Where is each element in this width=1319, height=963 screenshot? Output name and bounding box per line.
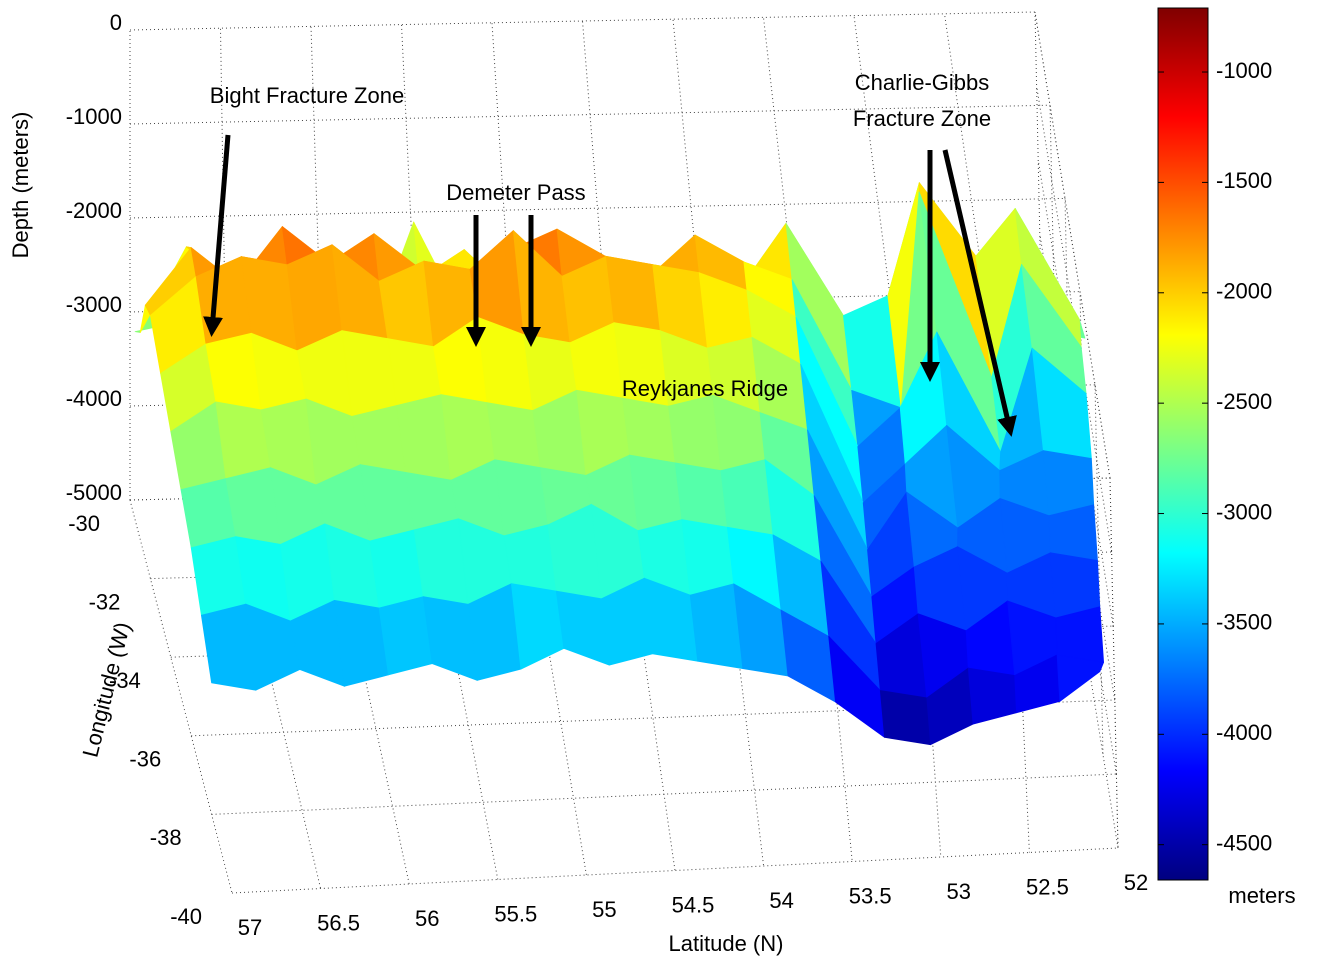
x-tick-label: 55 (592, 897, 616, 922)
surface-patch (503, 524, 557, 592)
annotation: Demeter Pass (446, 180, 585, 205)
z-tick-label: -4000 (66, 386, 122, 411)
colorbar-tick-label: -3500 (1216, 610, 1272, 635)
annotation: Reykjanes Ridge (622, 376, 788, 401)
surface-patch (720, 459, 774, 536)
surface-patch (605, 255, 661, 332)
surface-patch (387, 338, 442, 406)
surface-patch (351, 405, 407, 473)
colorbar-tick-label: -4000 (1216, 720, 1272, 745)
z-tick-label: -2000 (66, 198, 122, 223)
z-axis-label: Depth (meters) (8, 112, 33, 259)
grid-line (231, 847, 1119, 894)
grid-line (944, 13, 1013, 481)
y-tick-label: -36 (129, 747, 161, 772)
colorbar-tick-label: -2500 (1216, 389, 1272, 414)
grid-line (211, 773, 1117, 815)
colorbar-tick-label: -3000 (1216, 499, 1272, 524)
grid-line (227, 497, 322, 889)
grid-line (423, 493, 499, 880)
grid-line (913, 482, 942, 858)
surface-patch (629, 454, 683, 532)
y-tick-label: -34 (109, 668, 141, 693)
colorbar (1157, 7, 1209, 881)
y-tick-label: -32 (89, 589, 121, 614)
y-tick-label: -30 (68, 511, 100, 536)
surface-patch (681, 519, 735, 596)
x-tick-label: 56.5 (317, 910, 360, 935)
grid-line (1094, 384, 1104, 755)
surface-patch (879, 690, 931, 746)
grid-line (1109, 477, 1119, 849)
colorbar-tick-label: -1500 (1216, 168, 1272, 193)
x-tick-label: 57 (238, 915, 262, 940)
grid-line (1109, 477, 1119, 849)
x-tick-label: 55.5 (494, 901, 537, 926)
surface-patch (1056, 654, 1104, 702)
surface-patch (369, 529, 424, 609)
grid-line (853, 15, 915, 483)
grid-line (129, 104, 1051, 125)
x-tick-label: 53 (947, 879, 971, 904)
colorbar-tick-label: -4500 (1216, 830, 1272, 855)
x-tick-label: 56 (415, 906, 439, 931)
annotation-arrow (942, 149, 1017, 437)
surface-patch (967, 667, 1017, 725)
annotation: Bight Fracture Zone (210, 83, 404, 108)
y-tick-label: -38 (150, 825, 182, 850)
colorbar-label: meters (1228, 883, 1295, 908)
annotation: Charlie-Gibbs (855, 70, 990, 95)
surface-patch (510, 583, 565, 670)
z-tick-label: 0 (110, 10, 122, 35)
surface-patch (486, 402, 541, 469)
x-tick-label: 52 (1124, 870, 1148, 895)
annotation: Fracture Zone (853, 106, 991, 131)
surface-patch (668, 394, 722, 472)
labels: 0 -1000 -2000 -3000 -4000 -5000 57 56.5 56 55.5 55… (66, 10, 1149, 940)
y-tick-label: -40 (170, 904, 202, 929)
surface (134, 182, 1104, 746)
x-tick-label: 52.5 (1026, 874, 1069, 899)
surface-patch (1049, 552, 1101, 619)
colorbar-tick-label: -1000 (1216, 58, 1272, 83)
x-tick-label: 54.5 (672, 892, 715, 917)
x-tick-label: 54 (769, 888, 793, 913)
grid-line (129, 11, 1036, 31)
x-tick-label: 53.5 (849, 883, 892, 908)
surface-patch (378, 596, 433, 676)
colorbar-tick-label: -2000 (1216, 279, 1272, 304)
surface-patch (622, 397, 676, 464)
surface-patch (494, 459, 549, 537)
x-axis-label: Latitude (N) (669, 931, 784, 956)
z-tick-label: -5000 (66, 480, 122, 505)
z-tick-label: -1000 (66, 104, 122, 129)
surface-patch (674, 462, 728, 528)
z-tick-label: -3000 (66, 292, 122, 317)
surface-patch (1043, 450, 1095, 517)
annotation-arrow (203, 134, 231, 337)
